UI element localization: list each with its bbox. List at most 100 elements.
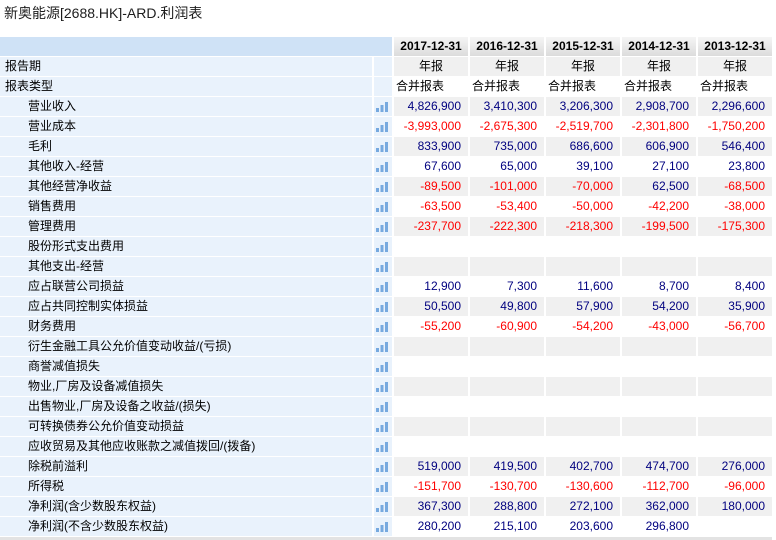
value-cell: [546, 337, 620, 356]
bar-chart-icon[interactable]: [376, 321, 389, 332]
bar-chart-icon[interactable]: [376, 381, 389, 392]
row-label: 净利润(含少数股东权益): [0, 497, 372, 516]
value-cell: 288,800: [470, 497, 544, 516]
value-cell: 419,500: [470, 457, 544, 476]
row-chart-icon-cell: [374, 117, 392, 136]
table-row: 应占联营公司损益 12,900 7,300 11,600 8,700 8,400: [0, 277, 776, 296]
table-row: 报告期 年报 年报 年报 年报 年报: [0, 57, 776, 76]
row-label: 其他经营净收益: [0, 177, 372, 196]
table-row: 其他收入-经营 67,600 65,000 39,100 27,100 23,800: [0, 157, 776, 176]
value-cell: 50,500: [394, 297, 468, 316]
bar-chart-icon[interactable]: [376, 301, 389, 312]
value-cell: -2,301,800: [622, 117, 696, 136]
value-cell: 3,410,300: [470, 97, 544, 116]
bar-chart-icon[interactable]: [376, 101, 389, 112]
table-row: 所得税 -151,700 -130,700 -130,600 -112,700 -96,0…: [0, 477, 776, 496]
value-cell: 合并报表: [394, 77, 468, 96]
row-label: 应占共同控制实体损益: [0, 297, 372, 316]
row-chart-icon-cell: [374, 477, 392, 496]
row-label: 股份形式支出费用: [0, 237, 372, 256]
row-chart-icon-cell: [374, 257, 392, 276]
row-chart-icon-cell: [374, 377, 392, 396]
value-cell: -42,200: [622, 197, 696, 216]
bar-chart-icon[interactable]: [376, 261, 389, 272]
bar-chart-icon[interactable]: [376, 161, 389, 172]
table-row: 应占共同控制实体损益 50,500 49,800 57,900 54,200 35,900: [0, 297, 776, 316]
row-chart-icon-cell: [374, 157, 392, 176]
row-chart-icon-cell: [374, 217, 392, 236]
bar-chart-icon[interactable]: [376, 441, 389, 452]
bottom-edge-strip: [0, 537, 772, 540]
bar-chart-icon[interactable]: [376, 461, 389, 472]
row-label: 除税前溢利: [0, 457, 372, 476]
value-cell: 280,200: [394, 517, 468, 536]
bar-chart-icon[interactable]: [376, 501, 389, 512]
row-label: 应占联营公司损益: [0, 277, 372, 296]
value-cell: [698, 417, 772, 436]
value-cell: 23,800: [698, 157, 772, 176]
value-cell: [470, 377, 544, 396]
bar-chart-icon[interactable]: [376, 521, 389, 532]
value-cell: 546,400: [698, 137, 772, 156]
value-cell: [622, 397, 696, 416]
value-cell: [698, 357, 772, 376]
bar-chart-icon[interactable]: [376, 221, 389, 232]
bar-chart-icon[interactable]: [376, 121, 389, 132]
value-cell: 39,100: [546, 157, 620, 176]
table-row: 可转换债券公允价值变动损益: [0, 417, 776, 436]
table-row: 其他经营净收益 -89,500 -101,000 -70,000 62,500 -68,5…: [0, 177, 776, 196]
icon-cell-blank: [374, 77, 392, 96]
value-cell: 合并报表: [698, 77, 772, 96]
value-cell: [546, 417, 620, 436]
bar-chart-icon[interactable]: [376, 201, 389, 212]
bar-chart-icon[interactable]: [376, 281, 389, 292]
value-cell: -199,500: [622, 217, 696, 236]
value-cell: [698, 337, 772, 356]
bar-chart-icon[interactable]: [376, 481, 389, 492]
bar-chart-icon[interactable]: [376, 181, 389, 192]
table-row: 衍生金融工具公允价值变动收益/(亏损): [0, 337, 776, 356]
value-cell: 180,000: [698, 497, 772, 516]
value-cell: [394, 257, 468, 276]
row-label: 销售费用: [0, 197, 372, 216]
value-cell: 8,700: [622, 277, 696, 296]
bar-chart-icon[interactable]: [376, 341, 389, 352]
bar-chart-icon[interactable]: [376, 401, 389, 412]
row-label: 净利润(不含少数股东权益): [0, 517, 372, 536]
value-cell: -53,400: [470, 197, 544, 216]
row-chart-icon-cell: [374, 237, 392, 256]
value-cell: 2,908,700: [622, 97, 696, 116]
value-cell: -56,700: [698, 317, 772, 336]
table-row: 其他支出-经营: [0, 257, 776, 276]
value-cell: [622, 437, 696, 456]
value-cell: -54,200: [546, 317, 620, 336]
value-cell: [622, 357, 696, 376]
bar-chart-icon[interactable]: [376, 361, 389, 372]
row-label: 营业收入: [0, 97, 372, 116]
value-cell: [394, 237, 468, 256]
value-cell: 402,700: [546, 457, 620, 476]
value-cell: 296,800: [622, 517, 696, 536]
row-label: 营业成本: [0, 117, 372, 136]
value-cell: [698, 397, 772, 416]
value-cell: -68,500: [698, 177, 772, 196]
row-label: 衍生金融工具公允价值变动收益/(亏损): [0, 337, 372, 356]
value-cell: [394, 377, 468, 396]
row-label: 报表类型: [0, 77, 372, 96]
value-cell: [698, 517, 772, 536]
row-chart-icon-cell: [374, 277, 392, 296]
value-cell: 4,826,900: [394, 97, 468, 116]
column-header-blank: [0, 37, 392, 56]
bar-chart-icon[interactable]: [376, 141, 389, 152]
bar-chart-icon[interactable]: [376, 241, 389, 252]
value-cell: -112,700: [622, 477, 696, 496]
value-cell: 606,900: [622, 137, 696, 156]
value-cell: [394, 437, 468, 456]
value-cell: 215,100: [470, 517, 544, 536]
value-cell: -218,300: [546, 217, 620, 236]
value-cell: [470, 417, 544, 436]
value-cell: -70,000: [546, 177, 620, 196]
bar-chart-icon[interactable]: [376, 421, 389, 432]
row-label: 所得税: [0, 477, 372, 496]
value-cell: 67,600: [394, 157, 468, 176]
